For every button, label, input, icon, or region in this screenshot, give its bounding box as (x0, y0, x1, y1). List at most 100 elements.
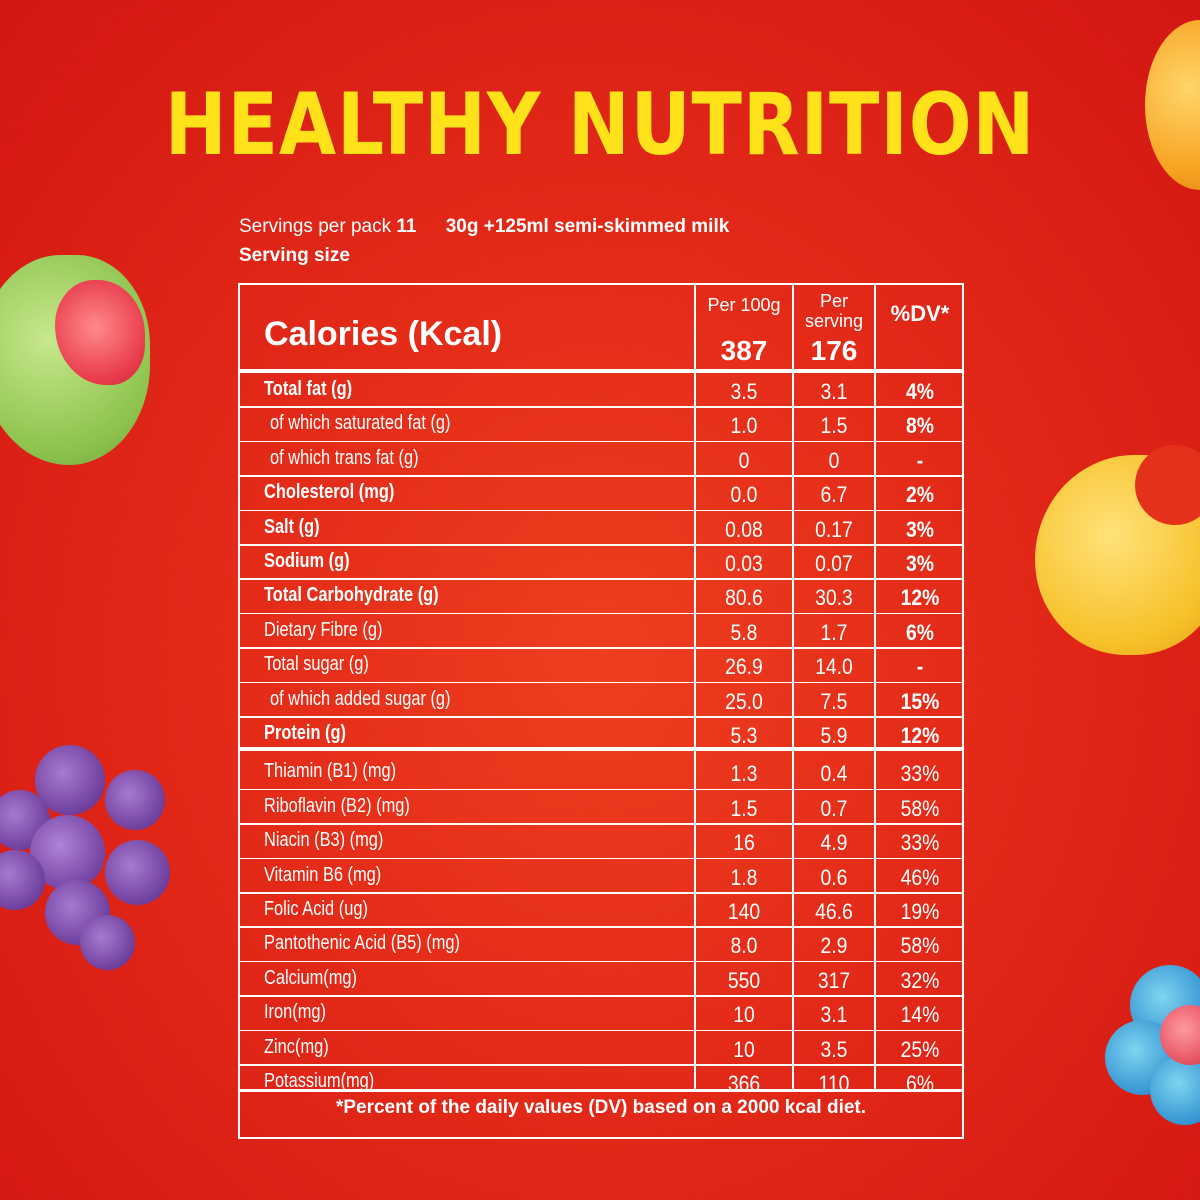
row-divider (240, 926, 962, 928)
row-divider (240, 406, 962, 408)
section-divider (240, 747, 962, 751)
table-row: Salt (g) 0.08 0.17 3% (240, 511, 962, 545)
table-row: Sodium (g) 0.03 0.07 3% (240, 545, 962, 579)
table-row: Cholesterol (mg) 0.0 6.7 2% (240, 476, 962, 510)
nutrient-name: Iron(mg) (264, 1001, 326, 1024)
per100-value: 140 (727, 899, 761, 924)
per100-value: 0.0 (730, 482, 758, 508)
dv-value: 33% (900, 830, 940, 856)
row-divider (240, 509, 962, 512)
perserving-calories: 176 (810, 335, 858, 366)
dv-value: 14% (900, 1002, 940, 1028)
serving-value: 1.7 (820, 619, 848, 645)
serving-value: 4.9 (820, 830, 848, 856)
dv-value: 6% (906, 1071, 934, 1096)
row-divider (240, 823, 962, 825)
dv-value: 25% (900, 1036, 940, 1062)
nutrient-name: Pantothenic Acid (B5) (mg) (264, 932, 460, 955)
per100-value: 0.03 (725, 551, 763, 576)
header-divider (240, 369, 962, 373)
table-row: Folic Acid (ug) 140 46.6 19% (240, 893, 962, 927)
table-row: of which added sugar (g) 25.0 7.5 15% (240, 683, 962, 717)
dv-value: 6% (906, 619, 934, 645)
table-row: Pantothenic Acid (B5) (mg) 8.0 2.9 58% (240, 927, 962, 961)
servings-label: Servings per pack (239, 216, 392, 237)
table-row: Riboflavin (B2) (mg) 1.5 0.7 58% (240, 790, 962, 824)
row-divider (240, 578, 962, 580)
serving-size-label: Serving size (239, 245, 350, 266)
dv-value: - (916, 654, 924, 680)
per100-value: 5.8 (730, 619, 758, 645)
column-divider (792, 285, 794, 1089)
orange-cereal-piece (1145, 20, 1200, 190)
nutrient-name: Total fat (g) (264, 378, 353, 400)
row-divider (240, 960, 962, 963)
serving-value: 3.1 (820, 379, 848, 404)
nutrient-name: Protein (g) (264, 722, 346, 744)
per100-value: 10 (733, 1002, 755, 1028)
nutrient-name: Vitamin B6 (mg) (264, 863, 382, 886)
table-row: Iron(mg) 10 3.1 14% (240, 996, 962, 1030)
per100-value: 10 (733, 1036, 755, 1062)
serving-value: 2.9 (820, 933, 848, 959)
per100-header: Per 100g 387 (696, 285, 792, 369)
servings-value: 11 (396, 216, 417, 237)
serving-value: 0.17 (815, 516, 853, 542)
serving-value: 3.1 (820, 1002, 848, 1028)
table-row: Dietary Fibre (g) 5.8 1.7 6% (240, 614, 962, 648)
yellow-cereal-notch (1135, 445, 1200, 525)
serving-value: 30.3 (815, 585, 853, 611)
serving-value: 3.5 (820, 1036, 848, 1062)
per100-value: 1.5 (730, 795, 758, 821)
serving-value: 5.9 (820, 723, 848, 748)
calories-label: Calories (Kcal) (264, 315, 503, 353)
dv-value: 15% (900, 688, 940, 714)
perserving-label-1: Per (819, 291, 848, 311)
table-row: Calcium(mg) 550 317 32% (240, 962, 962, 996)
nutrient-name: Total sugar (g) (264, 653, 369, 676)
per100-value: 8.0 (730, 933, 758, 959)
row-divider (240, 1029, 962, 1032)
nutrient-name: Dietary Fibre (g) (264, 618, 383, 641)
nutrient-name: Riboflavin (B2) (mg) (264, 794, 410, 817)
perserving-header: Per serving 176 (794, 285, 874, 369)
row-divider (240, 995, 962, 997)
dv-label: %DV* (890, 301, 950, 326)
row-divider (240, 647, 962, 649)
dv-value: 33% (900, 761, 940, 787)
serving-value: 6.7 (820, 482, 848, 508)
per100-value: 3.5 (730, 379, 758, 404)
dv-value: 46% (900, 864, 940, 890)
row-divider (240, 892, 962, 894)
nutrient-name: Cholesterol (mg) (264, 481, 395, 504)
nutrient-name: of which saturated fat (g) (270, 412, 451, 435)
per100-value: 25.0 (725, 688, 763, 714)
per100-label: Per 100g (707, 295, 781, 315)
row-divider (240, 544, 962, 546)
row-divider (240, 475, 962, 477)
dv-value: 19% (900, 899, 940, 924)
dv-value: 12% (900, 723, 940, 748)
row-divider (240, 612, 962, 615)
nutrient-name: Sodium (g) (264, 550, 350, 572)
table-row: Niacin (B3) (mg) 16 4.9 33% (240, 824, 962, 858)
nutrient-name: Total Carbohydrate (g) (264, 584, 439, 607)
dv-value: 8% (906, 413, 934, 439)
dv-header: %DV* (876, 285, 964, 369)
serving-value: 0.6 (820, 864, 848, 890)
serving-value: 0 (828, 447, 840, 473)
per100-calories: 387 (720, 335, 768, 366)
serving-value: 1.5 (820, 413, 848, 439)
dv-value: 12% (900, 585, 940, 611)
serving-info: Servings per pack 11 30g +125ml semi-ski… (239, 212, 729, 270)
table-row: Potassium(mg) 366 110 6% (240, 1065, 962, 1099)
serving-size-value: 30g +125ml semi-skimmed milk (445, 216, 730, 237)
table-row: of which saturated fat (g) 1.0 1.5 8% (240, 407, 962, 441)
nutrient-name: of which trans fat (g) (270, 446, 419, 469)
dv-value: 2% (906, 482, 934, 508)
serving-value: 317 (817, 967, 851, 993)
per100-value: 80.6 (725, 585, 763, 611)
table-header: Calories (Kcal) Per 100g 387 Per serving… (240, 285, 962, 373)
column-divider (874, 285, 876, 1089)
per100-value: 16 (733, 830, 755, 856)
